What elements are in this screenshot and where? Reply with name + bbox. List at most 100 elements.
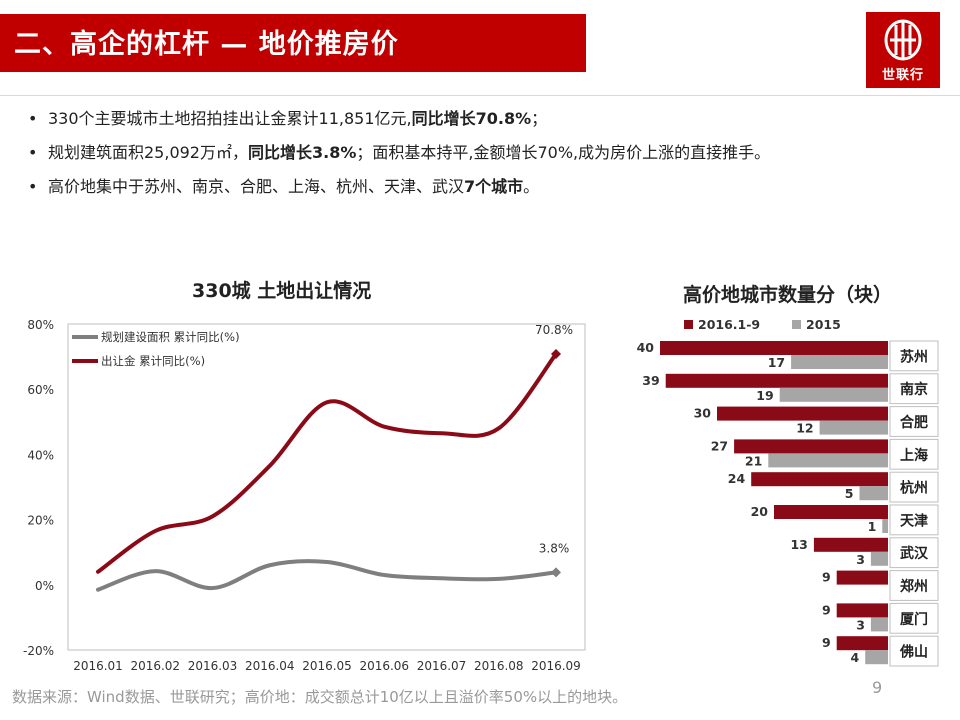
y-tick-label: 20% [27, 514, 54, 528]
bar-value-label: 9 [822, 570, 831, 585]
x-tick-label: 2016.06 [359, 659, 409, 673]
category-label-box [889, 504, 939, 536]
legend-label: 出让金 累计同比(%) [101, 354, 205, 368]
bullet-item: • 规划建筑面积25,092万㎡，同比增长3.8%；面积基本持平,金额增长70%,… [28, 143, 771, 162]
bar-2016 [751, 472, 888, 487]
category-label-box [889, 602, 939, 634]
series-end-marker [551, 567, 561, 578]
bar-value-label: 19 [756, 388, 773, 403]
bar-value-label: 39 [642, 373, 659, 388]
series-end-marker [551, 348, 561, 359]
bar-chart-title: 高价地城市数量分（块） [683, 284, 893, 306]
logo-emblem-icon [884, 19, 922, 61]
category-label: 厦门 [900, 611, 928, 628]
series-end-label: 70.8% [535, 323, 573, 337]
source-note: 数据来源：Wind数据、世联研究；高价地：成交额总计10亿以上且溢价率50%以上… [12, 688, 628, 706]
bar-2015 [870, 617, 888, 632]
bullet-item: • 高价地集中于苏州、南京、合肥、上海、杭州、天津、武汉7个城市。 [28, 177, 540, 196]
y-tick-label: 80% [27, 318, 54, 332]
bar-2015 [819, 420, 888, 435]
x-tick-label: 2016.09 [531, 659, 581, 673]
x-tick-label: 2016.03 [188, 659, 238, 673]
category-label-box [889, 438, 939, 470]
legend-label: 2015 [806, 317, 841, 332]
category-label: 南京 [900, 381, 928, 398]
category-label-box [889, 635, 939, 667]
category-label: 天津 [900, 512, 928, 529]
page-title: 二、高企的杠杆 — 地价推房价 [14, 29, 399, 60]
bar-2016 [734, 439, 888, 454]
legend-swatch [684, 320, 693, 329]
bar-value-label: 12 [796, 421, 813, 436]
category-label-box [889, 537, 939, 569]
legend-label: 2016.1-9 [698, 317, 760, 332]
bar-2015 [859, 486, 888, 501]
category-label: 杭州 [900, 480, 928, 497]
series-end-label: 3.8% [539, 541, 570, 555]
bar-value-label: 21 [745, 453, 762, 468]
y-tick-label: 0% [35, 579, 54, 593]
title-bar: 二、高企的杠杆 — 地价推房价 [0, 14, 586, 72]
logo-text: 世联行 [881, 68, 924, 83]
bar-value-label: 5 [845, 486, 854, 501]
bar-value-label: 17 [768, 355, 785, 370]
category-label-box [889, 340, 939, 372]
category-label-box [889, 471, 939, 503]
bar-2016 [665, 373, 888, 388]
line-chart-title: 330城 土地出让情况 [192, 280, 372, 302]
category-label: 合肥 [900, 414, 928, 431]
category-label: 上海 [900, 447, 928, 464]
bar-2016 [836, 570, 888, 585]
bar-value-label: 24 [728, 471, 746, 486]
bar-value-label: 20 [751, 504, 769, 519]
bar-value-label: 9 [822, 635, 831, 650]
bar-value-label: 3 [856, 552, 865, 567]
bar-value-label: 27 [711, 438, 728, 453]
bar-value-label: 4 [850, 650, 859, 665]
category-label: 佛山 [899, 644, 928, 661]
bar-2015 [768, 453, 888, 468]
x-tick-label: 2016.01 [73, 659, 123, 673]
y-tick-label: -20% [23, 644, 54, 658]
bar-value-label: 9 [822, 602, 831, 617]
bar-2016 [717, 406, 888, 421]
bar-value-label: 40 [637, 340, 655, 355]
bar-2016 [836, 636, 888, 651]
series-line [96, 559, 558, 592]
x-tick-label: 2016.08 [474, 659, 524, 673]
legend-label: 规划建设面积 累计同比(%) [101, 330, 240, 344]
category-label: 苏州 [900, 348, 928, 365]
category-label-box [889, 373, 939, 405]
bar-2016 [813, 537, 888, 552]
x-tick-label: 2016.04 [245, 659, 295, 673]
bar-2015 [791, 355, 888, 369]
bar-2015 [779, 387, 888, 402]
bar-2015 [865, 650, 888, 665]
bar-2015 [870, 551, 888, 566]
x-tick-label: 2016.07 [417, 659, 467, 673]
bullet-list: • 330个主要城市土地招拍挂出让金累计11,851亿元,同比增长70.8%； •… [28, 102, 948, 204]
bar-2016 [836, 603, 888, 618]
header-divider [0, 95, 960, 96]
bar-value-label: 3 [856, 617, 865, 632]
category-label-box [889, 570, 939, 601]
x-tick-label: 2016.05 [302, 659, 352, 673]
land-transfer-line-chart: 80% 60% 40% 20% 0% -20% 2016.01 2016.02 2016.03 2… [23, 318, 586, 673]
plot-frame [67, 323, 586, 651]
high-price-land-bar-chart: 2016.1-9 2015苏州4017南京3919合肥3012上海2721杭州24… [637, 317, 939, 667]
category-label-box [889, 406, 939, 437]
category-label: 武汉 [900, 545, 929, 562]
bar-value-label: 30 [694, 406, 712, 421]
bar-2016 [774, 505, 888, 519]
category-label: 郑州 [900, 578, 928, 595]
company-logo: 世联行 [866, 12, 940, 88]
bar-value-label: 1 [868, 519, 877, 534]
bar-value-label: 13 [790, 537, 807, 552]
legend-swatch [792, 320, 801, 329]
y-tick-label: 60% [27, 383, 54, 397]
bullet-item: • 330个主要城市土地招拍挂出让金累计11,851亿元,同比增长70.8%； [28, 109, 548, 128]
bar-2015 [882, 519, 888, 533]
bar-2016 [660, 341, 888, 355]
x-tick-label: 2016.02 [130, 659, 180, 673]
page-number: 9 [872, 678, 883, 697]
